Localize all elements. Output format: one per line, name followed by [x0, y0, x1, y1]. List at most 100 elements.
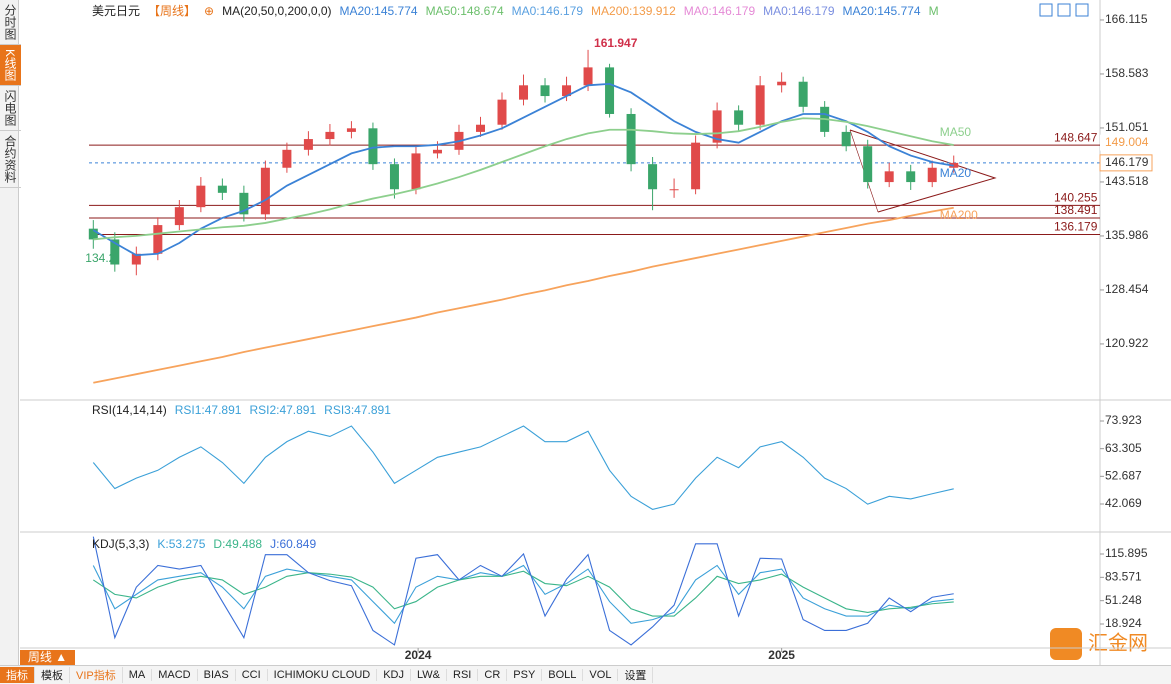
legend-item: MA20:145.774 — [842, 4, 921, 18]
y-tick-label: 115.895 — [1105, 546, 1148, 560]
legend-item: ⊕ — [204, 4, 215, 18]
sidebar-tab[interactable]: K线图 — [0, 45, 21, 87]
candle-body — [260, 167, 270, 215]
legend-item: RSI1:47.891 — [174, 403, 242, 417]
legend-item: MA200:139.912 — [591, 4, 676, 18]
y-tick-label: 73.923 — [1105, 413, 1142, 427]
legend-item: MA0:146.179 — [763, 4, 835, 18]
level-label: 140.255 — [1054, 191, 1098, 205]
toolbar-item[interactable]: VIP指标 — [70, 667, 123, 683]
candle-body — [217, 185, 227, 193]
toolbar-item[interactable]: CCI — [236, 669, 268, 681]
series-line — [92, 82, 954, 257]
series-end-label: MA20 — [940, 166, 972, 180]
candle-body — [863, 146, 873, 183]
toolbar-item[interactable]: 设置 — [618, 667, 654, 683]
candle-body — [497, 99, 507, 125]
x-tick-label: 2024 — [405, 648, 432, 662]
sidebar-tab[interactable]: 闪电图 — [0, 86, 21, 132]
candle-body — [777, 81, 787, 86]
legend-item: RSI2:47.891 — [249, 403, 317, 417]
toolbar-item[interactable]: RSI — [447, 669, 479, 681]
candle-body — [519, 85, 529, 100]
level-label: 136.179 — [1054, 220, 1098, 234]
toolbar-item[interactable]: PSY — [507, 669, 543, 681]
legend-item: MA20:145.774 — [339, 4, 418, 18]
candle-body — [432, 149, 442, 154]
series-end-label: MA200 — [940, 208, 978, 222]
candle-body — [346, 128, 356, 132]
toolbar-item[interactable]: MA — [123, 669, 153, 681]
chart: 汇金网 166.115 158.583 151.051 143.518 135.986 1… — [20, 0, 1171, 665]
legend-item: J:60.849 — [270, 537, 317, 551]
series-end-label: MA50 — [940, 125, 972, 139]
y-tick-label: 18.924 — [1105, 616, 1142, 630]
y-tick-label: 158.583 — [1105, 66, 1149, 80]
candle-body — [88, 228, 98, 240]
toolbar-item[interactable]: BOLL — [542, 669, 584, 681]
series-line — [92, 564, 954, 625]
candle-body — [712, 110, 722, 143]
legend-item: D:49.488 — [213, 537, 263, 551]
legend-item: KDJ(5,3,3) — [92, 537, 150, 551]
candle-body — [755, 85, 765, 125]
toolbar-item[interactable]: LW& — [411, 669, 448, 681]
candle-body — [368, 128, 378, 165]
legend-item: K:53.275 — [157, 537, 206, 551]
candle-body — [153, 225, 163, 254]
sidebar-tab[interactable]: 合约资料 — [0, 131, 21, 189]
level-label: 148.647 — [1054, 130, 1098, 144]
candle-body — [583, 67, 593, 86]
candle-body — [605, 67, 615, 114]
series-line — [92, 536, 954, 646]
level-label: 138.491 — [1054, 203, 1098, 217]
price-tag — [1100, 134, 1170, 151]
last-price-label: 146.179 — [1105, 155, 1149, 169]
legend-item: MA(20,50,0,200,0,0) — [222, 4, 332, 18]
trough-label: 134.2 — [85, 251, 115, 265]
y-tick-label: 51.248 — [1105, 593, 1142, 607]
y-tick-label: 128.454 — [1105, 282, 1149, 296]
sidebar: 分时图 K线图 闪电图 合约资料 — [0, 0, 21, 665]
candle-body — [669, 189, 679, 191]
peak-label: 161.947 — [594, 36, 638, 50]
candle-body — [626, 113, 636, 165]
candle-body — [239, 192, 249, 215]
toolbar-item[interactable]: 指标 — [0, 667, 35, 683]
toolbar-item[interactable]: 模板 — [35, 667, 70, 683]
rsi-legend: RSI(14,14,14) RSI1:47.891 RSI2:47.891 RSI3:… — [92, 403, 399, 417]
candle-body — [691, 142, 701, 190]
toolbar-item[interactable]: KDJ — [377, 669, 411, 681]
candle-body — [411, 153, 421, 190]
toolbar-item[interactable]: CR — [478, 669, 508, 681]
toolbar-item[interactable]: BIAS — [198, 669, 236, 681]
toolbar-item[interactable]: ICHIMOKU CLOUD — [268, 669, 378, 681]
candle-body — [562, 85, 572, 97]
candle-body — [389, 164, 399, 190]
y-tick-label: 135.986 — [1105, 228, 1149, 242]
sidebar-tab[interactable]: 分时图 — [0, 0, 21, 45]
series-line — [92, 570, 954, 617]
candle-body — [906, 171, 916, 183]
y-tick-label: 151.051 — [1105, 120, 1149, 134]
candle-body — [475, 124, 485, 132]
candle-body — [325, 131, 335, 140]
toolbar-item[interactable]: MACD — [152, 669, 198, 681]
y-tick-label: 63.305 — [1105, 441, 1142, 455]
candle-body — [540, 85, 550, 97]
legend-item: MA50:148.674 — [425, 4, 504, 18]
y-tick-label: 83.571 — [1105, 570, 1142, 584]
candle-body — [131, 253, 141, 265]
logo-text: 汇金网 — [1088, 631, 1148, 654]
y-tick-label: 143.518 — [1105, 174, 1149, 188]
y-tick-label: 120.922 — [1105, 336, 1149, 350]
toolbar-item[interactable]: VOL — [583, 669, 619, 681]
candle-body — [110, 239, 120, 265]
candle-body — [282, 149, 292, 168]
candle-body — [648, 164, 658, 190]
candle-body — [884, 171, 894, 183]
candle-body — [734, 110, 744, 125]
candle-body — [196, 185, 206, 208]
period-button[interactable]: 周线 ▲ — [20, 650, 75, 665]
